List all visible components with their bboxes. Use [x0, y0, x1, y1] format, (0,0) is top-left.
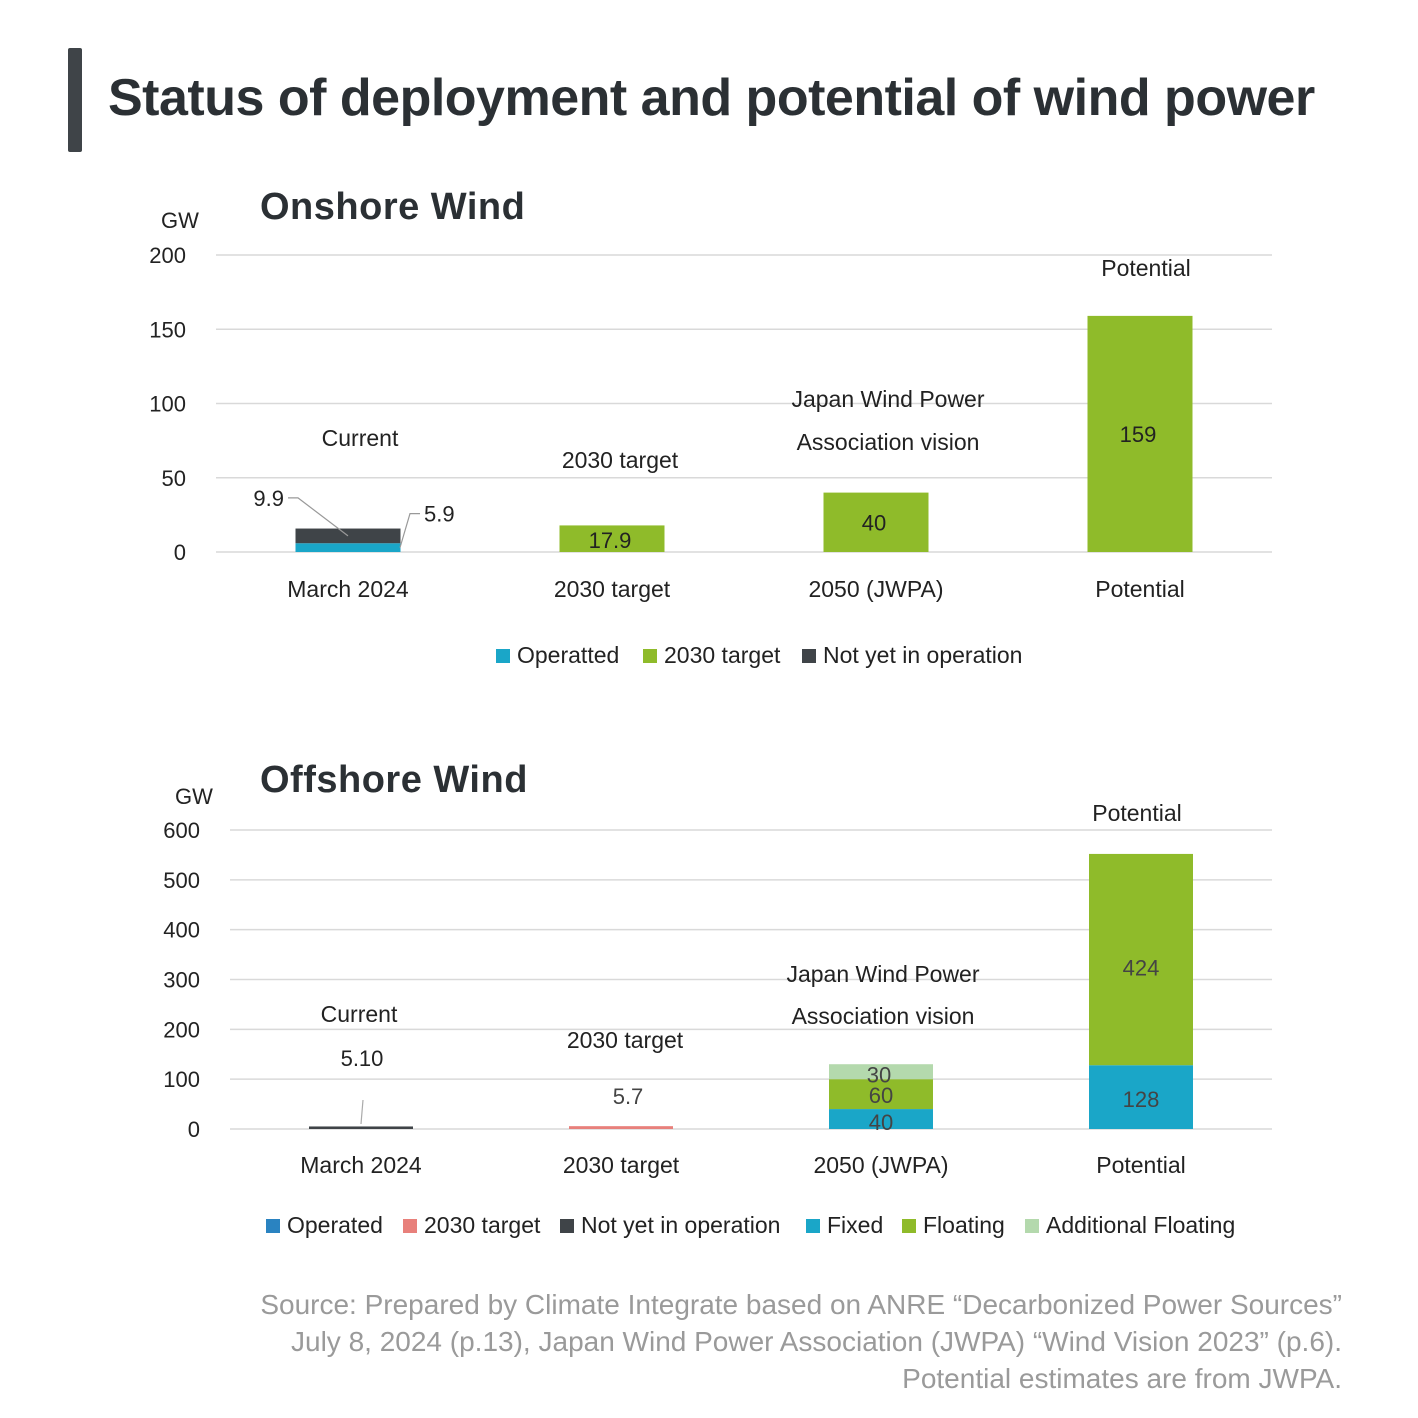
- y-tick-label: 500: [163, 868, 200, 893]
- y-tick-label: 600: [163, 818, 200, 843]
- bar: [1089, 1065, 1193, 1129]
- x-tick-label: 2030 target: [554, 576, 671, 602]
- category-annotation: Association vision: [797, 429, 980, 455]
- bar: [559, 525, 665, 552]
- legend-swatch: [403, 1219, 417, 1233]
- data-label: 159: [1120, 422, 1157, 447]
- x-tick-label: March 2024: [300, 1152, 422, 1178]
- y-tick-label: 200: [149, 243, 186, 268]
- x-tick-label: 2030 target: [563, 1152, 680, 1178]
- x-tick-label: 2050 (JWPA): [813, 1152, 948, 1178]
- y-tick-label: 150: [149, 317, 186, 342]
- callout-line: [288, 497, 349, 537]
- legend-label: 2030 target: [424, 1212, 541, 1238]
- data-label: 17.9: [589, 528, 632, 553]
- onshore-wind-chart: 0 50 100 150 200 GW March 2024 2030 target 2050 …: [149, 208, 1272, 668]
- legend-swatch: [902, 1219, 916, 1233]
- y-tick-label: 100: [149, 392, 186, 417]
- bar: [829, 1064, 933, 1080]
- bar: [829, 1079, 933, 1110]
- category-annotation: Japan Wind Power: [786, 961, 979, 987]
- title-accent-bar: [68, 48, 82, 152]
- legend-swatch: [802, 649, 816, 663]
- legend-swatch: [496, 649, 510, 663]
- x-tick-label: 2050 (JWPA): [808, 576, 943, 602]
- x-tick-label: Potential: [1095, 576, 1185, 602]
- y-tick-label: 400: [163, 918, 200, 943]
- callout-line: [360, 1099, 364, 1125]
- y-axis-unit: GW: [175, 784, 213, 809]
- legend-label: Fixed: [827, 1212, 883, 1238]
- y-tick-label: 50: [162, 466, 186, 491]
- legend-swatch: [806, 1219, 820, 1233]
- source-line: Potential estimates are from JWPA.: [902, 1363, 1342, 1394]
- y-tick-label: 0: [188, 1117, 200, 1142]
- y-tick-label: 0: [174, 540, 186, 565]
- source-line: July 8, 2024 (p.13), Japan Wind Power As…: [291, 1326, 1342, 1357]
- data-label: 60: [869, 1083, 893, 1108]
- data-label: 40: [862, 510, 886, 535]
- legend-swatch: [560, 1219, 574, 1233]
- legend-label: Operated: [287, 1212, 383, 1238]
- bar: [1087, 315, 1193, 552]
- bar: [295, 543, 401, 552]
- data-label: 424: [1123, 956, 1160, 981]
- data-label: 9.9: [253, 486, 284, 511]
- legend-label: 2030 target: [664, 642, 781, 668]
- legend-label: Not yet in operation: [581, 1212, 780, 1238]
- category-annotation: Japan Wind Power: [791, 386, 984, 412]
- legend-label: Operatted: [517, 642, 619, 668]
- category-annotation: Current: [322, 425, 399, 451]
- onshore-chart-title: Onshore Wind: [260, 186, 526, 228]
- legend-label: Not yet in operation: [823, 642, 1022, 668]
- data-label: 30: [867, 1063, 891, 1088]
- y-tick-label: 200: [163, 1017, 200, 1042]
- x-tick-label: Potential: [1096, 1152, 1186, 1178]
- legend-swatch: [266, 1219, 280, 1233]
- y-axis-unit: GW: [161, 208, 199, 233]
- legend-label: Additional Floating: [1046, 1212, 1235, 1238]
- legend-swatch: [1025, 1219, 1039, 1233]
- data-label: 5.10: [341, 1046, 384, 1071]
- category-annotation: 2030 target: [562, 447, 679, 473]
- source-note: Source: Prepared by Climate Integrate ba…: [260, 1286, 1342, 1397]
- data-label: 40: [869, 1110, 893, 1135]
- legend-label: Floating: [923, 1212, 1005, 1238]
- page-title: Status of deployment and potential of wi…: [108, 69, 1315, 127]
- bar: [1089, 853, 1193, 1066]
- data-label: 5.7: [613, 1084, 644, 1109]
- source-line: Source: Prepared by Climate Integrate ba…: [260, 1289, 1342, 1320]
- category-annotation: Current: [321, 1001, 398, 1027]
- bar: [309, 1126, 413, 1129]
- x-tick-label: March 2024: [287, 576, 409, 602]
- data-label: 128: [1123, 1087, 1160, 1112]
- offshore-wind-chart: 0 100 200 300 400 500 600 GW March 2024 2030 targ…: [163, 784, 1272, 1238]
- offshore-chart-title: Offshore Wind: [260, 759, 528, 801]
- bar: [829, 1109, 933, 1129]
- category-annotation: 2030 target: [567, 1027, 684, 1053]
- y-tick-label: 100: [163, 1067, 200, 1092]
- data-label: 5.9: [424, 502, 455, 527]
- callout-line: [399, 513, 420, 548]
- bar: [569, 1126, 673, 1129]
- category-annotation: Association vision: [792, 1003, 975, 1029]
- legend-swatch: [643, 649, 657, 663]
- category-annotation: Potential: [1101, 255, 1191, 281]
- y-tick-label: 300: [163, 968, 200, 993]
- category-annotation: Potential: [1092, 800, 1182, 826]
- bar: [823, 492, 929, 552]
